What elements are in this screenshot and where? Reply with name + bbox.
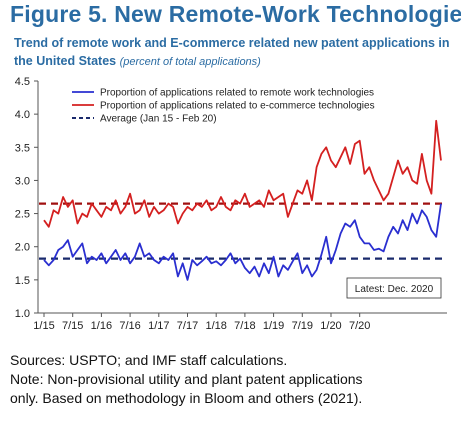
annotation-box bbox=[346, 277, 442, 299]
x-tick-label: 1/16 bbox=[91, 320, 112, 332]
legend-label: Average (Jan 15 - Feb 20) bbox=[100, 114, 217, 125]
average-reference-lines bbox=[39, 202, 447, 260]
y-tick-label: 4.5 bbox=[15, 76, 30, 88]
x-tick-label: 1/18 bbox=[205, 320, 226, 332]
chart-subtitle: Trend of remote work and E-commerce rela… bbox=[14, 34, 454, 71]
x-tick-label: 7/18 bbox=[234, 320, 255, 332]
x-tick-label: 7/20 bbox=[349, 320, 370, 332]
x-tick-label: 1/15 bbox=[33, 320, 54, 332]
x-tick-label: 7/15 bbox=[62, 320, 83, 332]
source-line: Sources: USPTO; and IMF staff calculatio… bbox=[10, 352, 288, 368]
y-tick-label: 3.0 bbox=[15, 175, 30, 187]
x-tick-label: 7/17 bbox=[177, 320, 198, 332]
chart-series bbox=[43, 119, 442, 281]
x-tick-label: 1/19 bbox=[263, 320, 284, 332]
line-chart: 1.0 1.5 2.0 2.5 3.0 3.5 4.0 4.5 1/15 7/15 1/16 7/16… bbox=[15, 76, 447, 332]
y-tick-label: 3.5 bbox=[15, 142, 30, 154]
series-line bbox=[43, 203, 442, 281]
note-line: only. Based on methodology in Bloom and … bbox=[10, 390, 363, 406]
y-tick-label: 1.0 bbox=[15, 308, 30, 320]
annotation-text: Latest: Dec. 2020 bbox=[355, 284, 434, 295]
y-tick-label: 2.0 bbox=[15, 242, 30, 254]
chart-subtitle-unit: (percent of total applications) bbox=[119, 56, 261, 68]
y-tick-label: 1.5 bbox=[15, 275, 30, 287]
x-tick-label: 1/17 bbox=[148, 320, 169, 332]
x-tick-label: 7/16 bbox=[119, 320, 140, 332]
y-tick-label: 2.5 bbox=[15, 209, 30, 221]
source-notes: Sources: USPTO; and IMF staff calculatio… bbox=[10, 351, 455, 408]
chart-legend: Proportion of applications related to re… bbox=[72, 88, 375, 125]
series-line bbox=[43, 119, 442, 228]
latest-annotation: Latest: Dec. 2020 bbox=[346, 277, 442, 299]
chart-subtitle-main: Trend of remote work and E-commerce rela… bbox=[14, 36, 450, 68]
legend-label: Proportion of applications related to e-… bbox=[100, 101, 375, 112]
x-tick-label: 1/20 bbox=[320, 320, 341, 332]
note-line: Note: Non-provisional utility and plant … bbox=[10, 371, 363, 387]
x-tick-label: 7/19 bbox=[292, 320, 313, 332]
legend-label: Proportion of applications related to re… bbox=[100, 88, 374, 99]
chart-axes: 1.0 1.5 2.0 2.5 3.0 3.5 4.0 4.5 1/15 7/15 1/16 7/16… bbox=[15, 76, 447, 332]
y-tick-label: 4.0 bbox=[15, 109, 30, 121]
figure-title: Figure 5. New Remote-Work Technologies bbox=[10, 1, 461, 27]
